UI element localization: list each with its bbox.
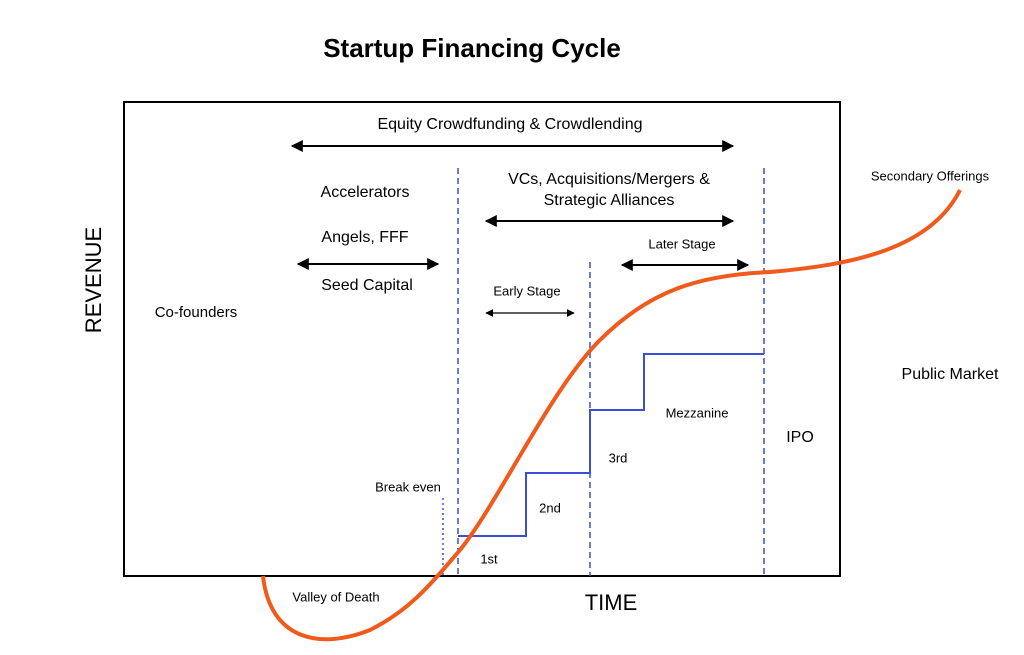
label: Angels, FFF [321,229,408,246]
label: Strategic Alliances [544,192,675,209]
title: Startup Financing Cycle [323,33,621,63]
label: IPO [786,429,814,446]
label: Seed Capital [321,277,413,294]
x-axis-label: TIME [585,590,638,615]
funding-steps [458,353,764,537]
label: Later Stage [648,236,715,251]
label: 1st [480,551,498,566]
label: Mezzanine [666,405,729,420]
label: Secondary Offerings [871,168,990,183]
y-axis-label: REVENUE [81,227,106,333]
label: 2nd [539,500,561,515]
label: Accelerators [321,184,410,201]
label: Valley of Death [292,589,379,604]
label: Co-founders [155,304,238,321]
label: 3rd [609,450,628,465]
label: Public Market [902,366,999,383]
label: VCs, Acquisitions/Mergers & [508,171,710,188]
label: Early Stage [493,283,560,298]
frame [123,101,841,577]
label: Break even [375,479,441,494]
revenue-curve [261,189,962,642]
label: Equity Crowdfunding & Crowdlending [377,116,642,133]
